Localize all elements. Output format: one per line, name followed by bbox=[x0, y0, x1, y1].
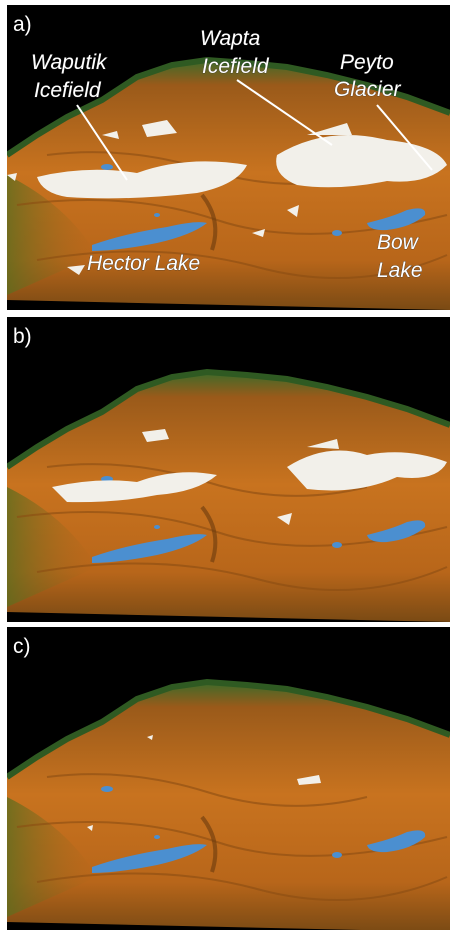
leader-line bbox=[236, 79, 333, 146]
annotation: Icefield bbox=[34, 79, 102, 102]
annotation: Wapta bbox=[200, 27, 260, 50]
panel-label: a) bbox=[13, 13, 32, 36]
annotation: Icefield bbox=[202, 55, 270, 78]
panel-label: b) bbox=[13, 325, 32, 348]
leader-line bbox=[376, 104, 433, 171]
annotation: Glacier bbox=[334, 78, 402, 101]
panel-label: c) bbox=[13, 635, 31, 658]
annotation: Peyto bbox=[340, 51, 394, 74]
annotation: Waputik bbox=[31, 51, 108, 74]
panel-a: a) Waputik Icefield Wapta Icefield Peyto… bbox=[7, 5, 450, 310]
panel-c: c) bbox=[7, 627, 450, 930]
annotation: Bow bbox=[377, 231, 420, 254]
panel-b: b) bbox=[7, 317, 450, 622]
annotation: Lake bbox=[377, 259, 423, 282]
leader-line bbox=[76, 104, 128, 181]
annotation: Hector Lake bbox=[87, 252, 200, 275]
